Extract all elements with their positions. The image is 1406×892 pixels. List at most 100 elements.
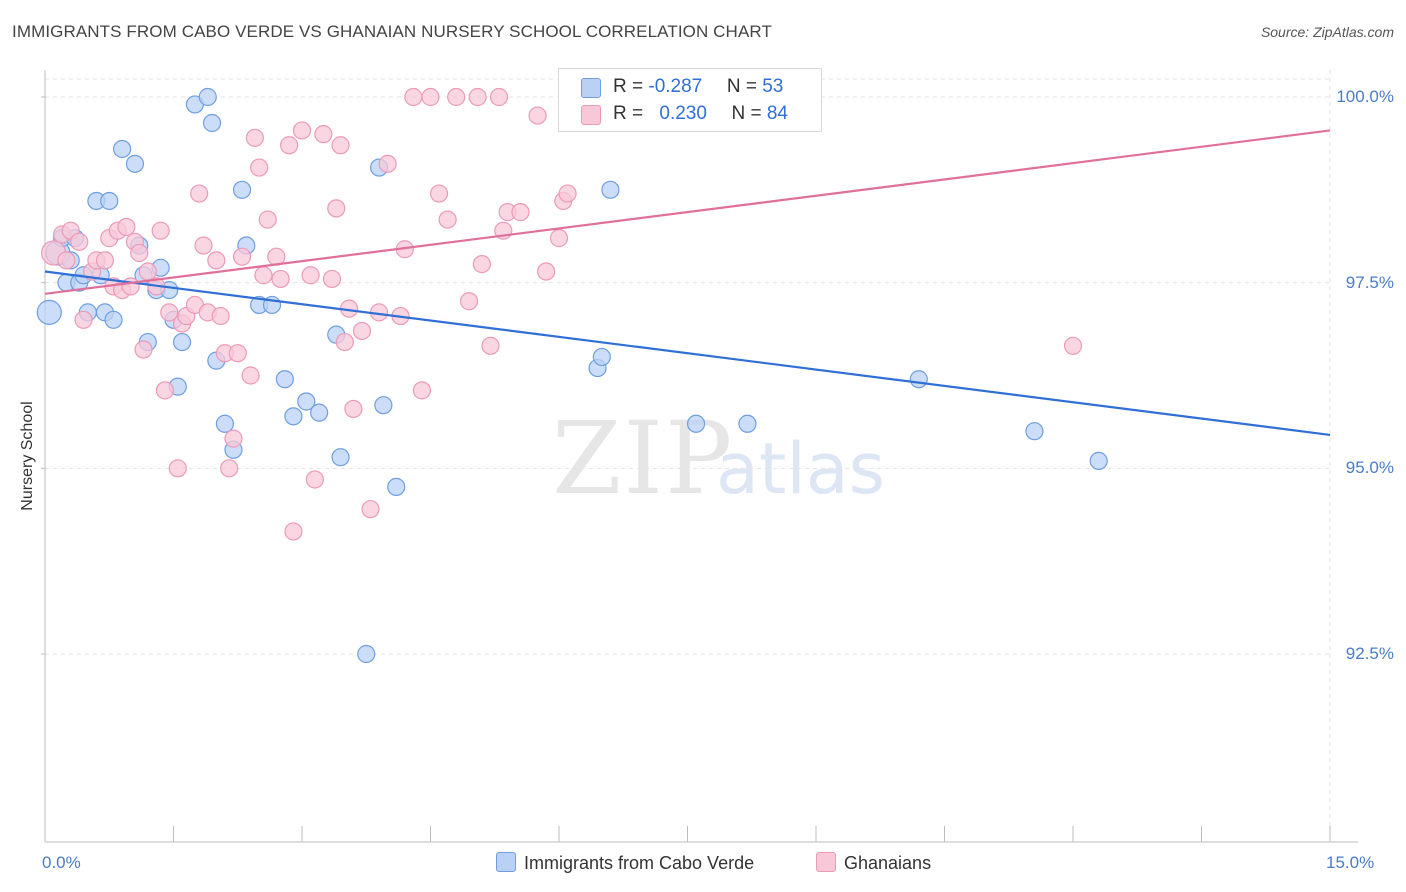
point-ghanaian xyxy=(292,121,312,140)
point-ghanaian xyxy=(481,336,500,355)
point-ghanaian xyxy=(327,199,346,218)
bottom-legend-ghanaians: Ghanaians xyxy=(816,852,931,874)
trend-line-cabo-verde xyxy=(44,270,1331,437)
chart-source: Source: ZipAtlas.com xyxy=(1260,24,1394,40)
point-cabo-verde xyxy=(738,414,757,433)
data-points xyxy=(36,87,1108,664)
y-tick-label: 100.0% xyxy=(1336,87,1394,106)
axes xyxy=(41,70,1358,843)
point-cabo-verde xyxy=(275,370,294,389)
point-ghanaian xyxy=(489,87,509,107)
trend-lines xyxy=(44,129,1331,437)
point-cabo-verde xyxy=(592,347,611,367)
point-ghanaian xyxy=(344,399,363,419)
stats-legend: R = -0.287 N = 53 R = 0.230 N = 84 xyxy=(558,68,822,132)
point-cabo-verde xyxy=(36,299,62,325)
point-ghanaian xyxy=(254,266,273,285)
point-ghanaian xyxy=(301,266,320,285)
point-ghanaian xyxy=(472,255,491,274)
y-axis-label: Nursery School xyxy=(19,401,36,511)
point-ghanaian xyxy=(258,210,277,229)
point-ghanaian xyxy=(117,217,136,237)
point-ghanaian xyxy=(138,262,157,281)
bottom-legend-cabo-verde: Immigrants from Cabo Verde xyxy=(496,852,754,874)
point-cabo-verde xyxy=(100,191,119,211)
point-ghanaian xyxy=(168,459,187,478)
point-ghanaian xyxy=(211,306,230,326)
point-ghanaian xyxy=(361,500,380,519)
legend-n-label: N = xyxy=(726,76,763,97)
legend-r-label: R = xyxy=(613,103,649,124)
point-ghanaian xyxy=(438,210,457,229)
point-cabo-verde xyxy=(104,310,123,329)
legend-n-value-pink: 84 xyxy=(766,103,788,124)
y-tick-label: 97.5% xyxy=(1345,272,1394,292)
point-ghanaian xyxy=(331,136,350,155)
point-ghanaian xyxy=(528,106,547,125)
point-cabo-verde xyxy=(310,403,329,422)
point-cabo-verde xyxy=(1025,422,1044,441)
point-ghanaian xyxy=(468,87,487,107)
point-ghanaian xyxy=(250,158,269,177)
bottom-legend-swatch-blue xyxy=(496,852,516,872)
point-ghanaian xyxy=(207,251,226,270)
point-ghanaian xyxy=(130,243,149,263)
point-ghanaian xyxy=(190,184,209,203)
point-ghanaian xyxy=(429,184,449,203)
bottom-legend-label-blue: Immigrants from Cabo Verde xyxy=(524,853,755,873)
trend-line-ghanaian xyxy=(44,129,1331,295)
point-cabo-verde xyxy=(232,180,252,199)
point-cabo-verde xyxy=(215,414,234,433)
y-tick-label: 95.0% xyxy=(1345,458,1394,478)
point-cabo-verde xyxy=(125,154,145,173)
point-ghanaian xyxy=(284,522,303,541)
legend-r-label: R = xyxy=(613,76,649,97)
point-ghanaian xyxy=(134,340,153,359)
point-cabo-verde xyxy=(331,448,350,467)
point-ghanaian xyxy=(322,269,342,289)
legend-n-label: N = xyxy=(731,103,767,124)
point-cabo-verde xyxy=(1089,451,1108,471)
point-ghanaian xyxy=(151,221,170,240)
point-ghanaian xyxy=(314,125,333,144)
point-ghanaian xyxy=(280,136,299,155)
point-ghanaian xyxy=(335,332,354,352)
point-cabo-verde xyxy=(112,139,132,159)
y-tick-label: 92.5% xyxy=(1345,644,1394,663)
point-ghanaian xyxy=(404,87,423,107)
x-tick-label-max: 15.0% xyxy=(1326,853,1375,872)
point-ghanaian xyxy=(232,247,252,266)
point-ghanaian xyxy=(412,381,432,400)
point-ghanaian xyxy=(378,154,397,173)
point-ghanaian xyxy=(70,232,89,251)
legend-swatch-blue xyxy=(581,78,601,98)
point-ghanaian xyxy=(194,236,213,255)
point-ghanaian xyxy=(447,87,466,107)
bottom-legend-label-pink: Ghanaians xyxy=(844,853,932,873)
point-ghanaian xyxy=(271,269,290,289)
point-ghanaian xyxy=(160,303,179,322)
x-tick-label-min: 0.0% xyxy=(42,853,81,872)
point-ghanaian xyxy=(305,470,324,489)
point-cabo-verde xyxy=(374,396,393,415)
point-cabo-verde xyxy=(909,370,928,389)
watermark-atlas: atlas xyxy=(716,428,886,510)
point-ghanaian xyxy=(57,251,76,270)
point-cabo-verde xyxy=(357,644,376,664)
point-ghanaian xyxy=(95,251,115,270)
point-cabo-verde xyxy=(172,332,192,352)
point-cabo-verde xyxy=(686,414,706,433)
chart-title: IMMIGRANTS FROM CABO VERDE VS GHANAIAN N… xyxy=(12,22,772,41)
point-ghanaian xyxy=(537,262,556,281)
point-ghanaian xyxy=(220,459,239,478)
point-cabo-verde xyxy=(202,113,222,133)
point-ghanaian xyxy=(121,277,140,296)
point-ghanaian xyxy=(245,128,264,147)
point-ghanaian xyxy=(459,292,479,311)
legend-r-value-blue: -0.287 xyxy=(648,76,703,97)
point-cabo-verde xyxy=(297,392,316,411)
point-cabo-verde xyxy=(284,407,303,426)
point-ghanaian xyxy=(228,344,247,363)
point-ghanaian xyxy=(352,321,372,341)
